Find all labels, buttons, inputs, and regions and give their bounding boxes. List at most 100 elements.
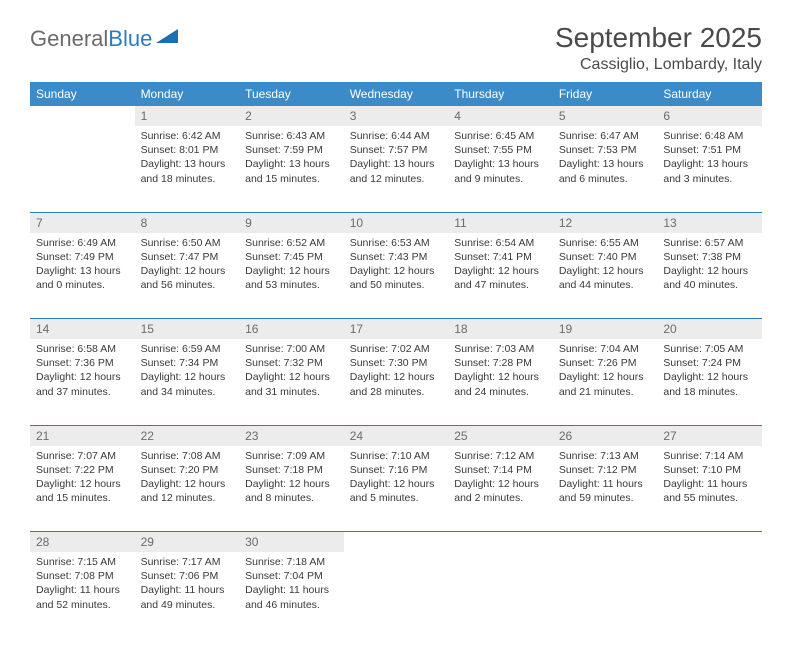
logo-triangle-icon: [156, 29, 178, 50]
day-number: 7: [30, 212, 135, 233]
day-number: 25: [448, 425, 553, 446]
day-cell: Sunrise: 7:07 AMSunset: 7:22 PMDaylight:…: [30, 446, 135, 532]
sunset-line: Sunset: 7:20 PM: [141, 463, 234, 477]
sunset-line: Sunset: 7:16 PM: [350, 463, 443, 477]
day-details: Sunrise: 7:07 AMSunset: 7:22 PMDaylight:…: [30, 446, 135, 512]
day-number: 18: [448, 319, 553, 340]
day-number: 14: [30, 319, 135, 340]
day-number: 5: [553, 106, 658, 126]
day-cell: Sunrise: 6:58 AMSunset: 7:36 PMDaylight:…: [30, 339, 135, 425]
day-cell: Sunrise: 7:12 AMSunset: 7:14 PMDaylight:…: [448, 446, 553, 532]
day-details: Sunrise: 7:05 AMSunset: 7:24 PMDaylight:…: [657, 339, 762, 405]
day-details: Sunrise: 6:42 AMSunset: 8:01 PMDaylight:…: [135, 126, 240, 192]
sunset-line: Sunset: 7:34 PM: [141, 356, 234, 370]
sunrise-line: Sunrise: 7:02 AM: [350, 342, 443, 356]
weekday-header-row: SundayMondayTuesdayWednesdayThursdayFrid…: [30, 82, 762, 106]
day-number: 20: [657, 319, 762, 340]
day-details: Sunrise: 6:43 AMSunset: 7:59 PMDaylight:…: [239, 126, 344, 192]
daylight-line: Daylight: 13 hours and 15 minutes.: [245, 157, 338, 185]
day-number: [657, 532, 762, 553]
sunset-line: Sunset: 7:36 PM: [36, 356, 129, 370]
weekday-header: Monday: [135, 82, 240, 106]
calendar-table: SundayMondayTuesdayWednesdayThursdayFrid…: [30, 82, 762, 638]
daylight-line: Daylight: 12 hours and 12 minutes.: [141, 477, 234, 505]
sunrise-line: Sunrise: 6:52 AM: [245, 236, 338, 250]
header: GeneralBlue September 2025 Cassiglio, Lo…: [30, 22, 762, 74]
daylight-line: Daylight: 13 hours and 12 minutes.: [350, 157, 443, 185]
day-cell: Sunrise: 7:09 AMSunset: 7:18 PMDaylight:…: [239, 446, 344, 532]
sunset-line: Sunset: 7:12 PM: [559, 463, 652, 477]
logo-part2: Blue: [108, 26, 152, 51]
daylight-line: Daylight: 12 hours and 21 minutes.: [559, 370, 652, 398]
day-cell: Sunrise: 7:17 AMSunset: 7:06 PMDaylight:…: [135, 552, 240, 638]
daylight-line: Daylight: 13 hours and 9 minutes.: [454, 157, 547, 185]
daynum-row: 14151617181920: [30, 319, 762, 340]
daylight-line: Daylight: 12 hours and 44 minutes.: [559, 264, 652, 292]
daylight-line: Daylight: 12 hours and 28 minutes.: [350, 370, 443, 398]
day-details: Sunrise: 6:48 AMSunset: 7:51 PMDaylight:…: [657, 126, 762, 192]
day-cell: Sunrise: 7:03 AMSunset: 7:28 PMDaylight:…: [448, 339, 553, 425]
sunrise-line: Sunrise: 6:49 AM: [36, 236, 129, 250]
day-cell: Sunrise: 6:44 AMSunset: 7:57 PMDaylight:…: [344, 126, 449, 212]
sunset-line: Sunset: 7:30 PM: [350, 356, 443, 370]
day-cell: Sunrise: 7:05 AMSunset: 7:24 PMDaylight:…: [657, 339, 762, 425]
day-number: 11: [448, 212, 553, 233]
daylight-line: Daylight: 13 hours and 6 minutes.: [559, 157, 652, 185]
day-details: Sunrise: 7:12 AMSunset: 7:14 PMDaylight:…: [448, 446, 553, 512]
sunrise-line: Sunrise: 7:04 AM: [559, 342, 652, 356]
day-details: Sunrise: 7:09 AMSunset: 7:18 PMDaylight:…: [239, 446, 344, 512]
day-details: Sunrise: 6:50 AMSunset: 7:47 PMDaylight:…: [135, 233, 240, 299]
daylight-line: Daylight: 11 hours and 49 minutes.: [141, 583, 234, 611]
sunset-line: Sunset: 7:43 PM: [350, 250, 443, 264]
sunrise-line: Sunrise: 6:59 AM: [141, 342, 234, 356]
daynum-row: 282930: [30, 532, 762, 553]
daynum-row: 21222324252627: [30, 425, 762, 446]
day-number: 28: [30, 532, 135, 553]
day-cell: Sunrise: 6:48 AMSunset: 7:51 PMDaylight:…: [657, 126, 762, 212]
day-number: 27: [657, 425, 762, 446]
logo-part1: General: [30, 26, 108, 51]
daylight-line: Daylight: 11 hours and 46 minutes.: [245, 583, 338, 611]
day-details: Sunrise: 6:57 AMSunset: 7:38 PMDaylight:…: [657, 233, 762, 299]
day-details: Sunrise: 6:45 AMSunset: 7:55 PMDaylight:…: [448, 126, 553, 192]
logo: GeneralBlue: [30, 26, 178, 52]
daylight-line: Daylight: 12 hours and 18 minutes.: [663, 370, 756, 398]
day-details: Sunrise: 6:59 AMSunset: 7:34 PMDaylight:…: [135, 339, 240, 405]
day-number: 22: [135, 425, 240, 446]
day-details: Sunrise: 7:03 AMSunset: 7:28 PMDaylight:…: [448, 339, 553, 405]
day-details: Sunrise: 7:13 AMSunset: 7:12 PMDaylight:…: [553, 446, 658, 512]
day-cell: Sunrise: 7:15 AMSunset: 7:08 PMDaylight:…: [30, 552, 135, 638]
sunrise-line: Sunrise: 6:43 AM: [245, 129, 338, 143]
day-number: 6: [657, 106, 762, 126]
day-number: 29: [135, 532, 240, 553]
daylight-line: Daylight: 12 hours and 24 minutes.: [454, 370, 547, 398]
sunset-line: Sunset: 7:49 PM: [36, 250, 129, 264]
daylight-line: Daylight: 12 hours and 50 minutes.: [350, 264, 443, 292]
weekday-header: Friday: [553, 82, 658, 106]
day-number: 21: [30, 425, 135, 446]
day-cell: Sunrise: 6:42 AMSunset: 8:01 PMDaylight:…: [135, 126, 240, 212]
day-number: 17: [344, 319, 449, 340]
sunrise-line: Sunrise: 7:07 AM: [36, 449, 129, 463]
day-number: 30: [239, 532, 344, 553]
sunset-line: Sunset: 7:59 PM: [245, 143, 338, 157]
sunset-line: Sunset: 7:04 PM: [245, 569, 338, 583]
sunset-line: Sunset: 7:55 PM: [454, 143, 547, 157]
day-details: Sunrise: 6:47 AMSunset: 7:53 PMDaylight:…: [553, 126, 658, 192]
day-details: Sunrise: 7:18 AMSunset: 7:04 PMDaylight:…: [239, 552, 344, 618]
day-details: Sunrise: 6:53 AMSunset: 7:43 PMDaylight:…: [344, 233, 449, 299]
day-details: Sunrise: 6:58 AMSunset: 7:36 PMDaylight:…: [30, 339, 135, 405]
sunset-line: Sunset: 7:18 PM: [245, 463, 338, 477]
day-cell: Sunrise: 6:54 AMSunset: 7:41 PMDaylight:…: [448, 233, 553, 319]
sunset-line: Sunset: 7:38 PM: [663, 250, 756, 264]
sunset-line: Sunset: 7:41 PM: [454, 250, 547, 264]
day-details: Sunrise: 6:54 AMSunset: 7:41 PMDaylight:…: [448, 233, 553, 299]
daylight-line: Daylight: 11 hours and 59 minutes.: [559, 477, 652, 505]
daylight-line: Daylight: 11 hours and 52 minutes.: [36, 583, 129, 611]
day-number: 26: [553, 425, 658, 446]
day-number: [344, 532, 449, 553]
week-row: Sunrise: 6:49 AMSunset: 7:49 PM Daylight:…: [30, 233, 762, 319]
weekday-header: Tuesday: [239, 82, 344, 106]
daylight-line: Daylight: 13 hours and 18 minutes.: [141, 157, 234, 185]
calendar-body: 123456Sunrise: 6:42 AMSunset: 8:01 PMDay…: [30, 106, 762, 638]
